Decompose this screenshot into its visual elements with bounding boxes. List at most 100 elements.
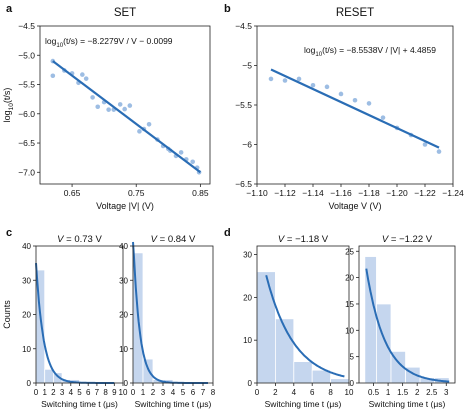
y-tick-label: 0 — [124, 379, 129, 388]
plot-frame-d1 — [256, 245, 350, 384]
y-tick-label: 10 — [119, 345, 128, 354]
y-tick-label: −4.5 — [235, 21, 252, 31]
data-point — [50, 73, 56, 79]
histogram-bar — [330, 378, 350, 384]
plot-frame-d2 — [358, 245, 456, 384]
x-tick-label: 0.85 — [192, 188, 209, 198]
data-point — [268, 76, 274, 82]
fit-curve — [365, 268, 450, 383]
y-tick-label: 10 — [243, 336, 252, 345]
y-tick-label: 15 — [345, 300, 354, 309]
x-tick-label: 9 — [112, 388, 117, 397]
histogram-bar — [142, 358, 154, 384]
x-tick-label: 3 — [60, 388, 65, 397]
y-tick-label: 25 — [345, 247, 354, 256]
x-tick-label: 5 — [181, 388, 186, 397]
x-tick-label: −1.20 — [386, 188, 408, 198]
y-tick-label: 10 — [345, 326, 354, 335]
chart-title: V = 0.73 V — [57, 234, 102, 245]
data-point — [190, 159, 195, 165]
data-point — [296, 76, 302, 82]
x-tick-label: −1.16 — [330, 188, 352, 198]
histogram-bar — [293, 361, 313, 384]
x-axis-label: Voltage |V| (V) — [96, 201, 154, 211]
x-tick-label: 8 — [328, 388, 333, 397]
data-point — [106, 107, 111, 112]
data-point — [178, 150, 184, 155]
data-point — [137, 129, 142, 134]
x-tick-label: 2 — [273, 388, 278, 397]
x-axis-label: Switching time t (μs) — [135, 399, 212, 409]
data-point — [80, 72, 85, 77]
data-point — [352, 97, 358, 103]
y-tick-label: 30 — [22, 276, 31, 285]
x-tick-label: 2 — [151, 388, 156, 397]
x-axis-label: Switching time t (μs) — [369, 399, 446, 409]
x-tick-label: 3 — [161, 388, 166, 397]
y-tick-label: −6.0 — [18, 109, 35, 119]
y-tick-label: 10 — [22, 345, 31, 354]
data-point — [324, 84, 330, 90]
data-point — [95, 104, 101, 110]
fit-equation: log10(t/s) = −8.5538V / |V| + 4.4859 — [304, 45, 436, 58]
x-tick-label: −1.10 — [246, 188, 268, 198]
x-tick-label: 7 — [201, 388, 206, 397]
x-tick-label: 4 — [69, 388, 74, 397]
data-point — [117, 102, 123, 107]
y-tick-label: −6 — [242, 140, 252, 150]
histogram-bar — [44, 368, 54, 384]
x-tick-label: 10 — [119, 388, 128, 397]
y-tick-label: 40 — [22, 242, 31, 251]
x-tick-label: 1.5 — [397, 388, 409, 397]
y-tick-label: −5.5 — [18, 80, 35, 90]
fit-curve — [35, 263, 115, 384]
fit-line — [270, 68, 440, 149]
data-point — [83, 76, 89, 81]
chart-title: V = −1.22 V — [382, 234, 433, 245]
x-axis-label: Switching time t (μs) — [265, 399, 342, 409]
y-tick-label: −7.0 — [18, 167, 35, 177]
x-tick-label: 8 — [211, 388, 216, 397]
x-tick-label: 2.5 — [426, 388, 438, 397]
y-tick-label: 5 — [350, 353, 355, 362]
data-point — [146, 122, 152, 127]
y-tick-label: 40 — [119, 242, 128, 251]
x-tick-label: 3 — [444, 388, 449, 397]
x-tick-label: 0 — [131, 388, 136, 397]
chart-title: V = −1.18 V — [278, 234, 329, 245]
panel-label-d: d — [224, 227, 231, 239]
chart-title: SET — [114, 7, 136, 19]
data-point — [282, 78, 288, 83]
plot-frame-a — [39, 25, 211, 185]
y-tick-label: 20 — [243, 293, 252, 302]
y-tick-label: −6.5 — [235, 179, 252, 189]
x-tick-label: 7 — [95, 388, 100, 397]
fit-curve — [265, 275, 345, 378]
x-tick-label: 0.75 — [128, 188, 145, 198]
panel-label-b: b — [224, 3, 231, 15]
x-tick-label: 2 — [51, 388, 56, 397]
data-point — [310, 82, 316, 88]
x-tick-label: 1 — [386, 388, 391, 397]
x-tick-label: 4 — [171, 388, 176, 397]
x-tick-label: −1.22 — [414, 188, 436, 198]
x-tick-label: 6 — [86, 388, 91, 397]
x-tick-label: 1 — [42, 388, 47, 397]
fit-line — [52, 60, 202, 174]
x-tick-label: 5 — [77, 388, 82, 397]
x-axis-label: Switching time t (μs) — [41, 399, 118, 409]
panel-label-a: a — [6, 3, 13, 15]
y-tick-label: 30 — [243, 251, 252, 260]
data-point — [422, 142, 428, 147]
data-point — [380, 115, 386, 120]
y-tick-label: −6.5 — [18, 138, 35, 148]
y-tick-label: 30 — [119, 276, 128, 285]
y-tick-label: −5.0 — [18, 50, 35, 60]
data-point — [122, 106, 127, 112]
x-tick-label: −1.24 — [442, 188, 464, 198]
x-tick-label: 2 — [415, 388, 420, 397]
data-point — [338, 91, 344, 97]
